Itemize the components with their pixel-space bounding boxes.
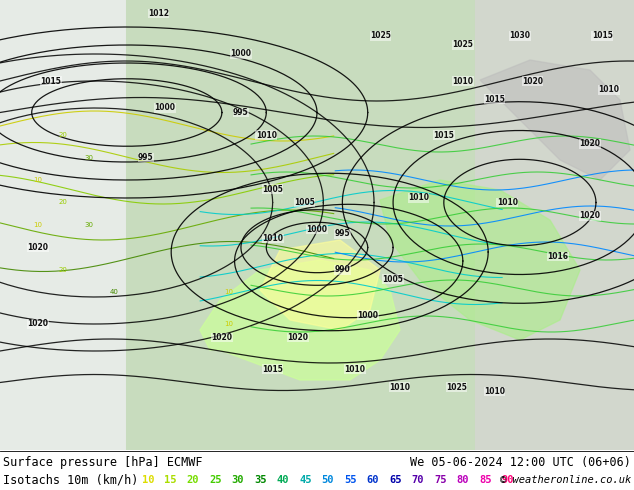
Text: 1020: 1020 (211, 333, 233, 342)
Text: 20: 20 (59, 132, 68, 138)
Text: 75: 75 (434, 475, 447, 485)
Polygon shape (380, 180, 580, 340)
Text: 990: 990 (335, 266, 350, 274)
Text: 1015: 1015 (592, 31, 612, 41)
Text: 80: 80 (456, 475, 469, 485)
Text: 995: 995 (233, 108, 249, 117)
Text: 30: 30 (232, 475, 244, 485)
Text: 20: 20 (187, 475, 199, 485)
Text: 30: 30 (84, 222, 93, 228)
Polygon shape (200, 260, 400, 380)
Text: 30: 30 (84, 154, 93, 161)
Text: 1010: 1010 (262, 234, 283, 243)
Text: 10: 10 (34, 177, 42, 183)
Text: 1010: 1010 (256, 130, 277, 140)
Text: 1000: 1000 (357, 311, 378, 319)
Text: 1025: 1025 (446, 383, 467, 392)
Text: 1010: 1010 (484, 387, 505, 396)
Text: 1016: 1016 (547, 252, 569, 261)
Text: 35: 35 (254, 475, 267, 485)
Text: 1020: 1020 (27, 319, 49, 328)
Text: 70: 70 (411, 475, 424, 485)
Text: 1000: 1000 (154, 103, 176, 113)
Text: 1015: 1015 (484, 95, 505, 103)
Text: Surface pressure [hPa] ECMWF: Surface pressure [hPa] ECMWF (3, 456, 202, 468)
Text: 1010: 1010 (598, 85, 619, 95)
Text: 20: 20 (59, 199, 68, 205)
Text: 1005: 1005 (294, 198, 314, 207)
Text: 1000: 1000 (230, 49, 252, 58)
Text: 45: 45 (299, 475, 312, 485)
Text: We 05-06-2024 12:00 UTC (06+06): We 05-06-2024 12:00 UTC (06+06) (410, 456, 631, 468)
Text: 1020: 1020 (287, 333, 309, 342)
Text: 40: 40 (277, 475, 289, 485)
Text: 1025: 1025 (370, 31, 391, 41)
Text: Isotachs 10m (km/h): Isotachs 10m (km/h) (3, 473, 138, 487)
Text: 995: 995 (335, 229, 350, 239)
Text: 1000: 1000 (306, 225, 328, 234)
Text: 1030: 1030 (509, 31, 531, 41)
Text: © weatheronline.co.uk: © weatheronline.co.uk (500, 475, 631, 485)
Text: 20: 20 (59, 267, 68, 273)
Text: 10: 10 (224, 321, 233, 327)
Text: 1020: 1020 (27, 243, 49, 252)
Text: 1010: 1010 (452, 76, 474, 85)
Text: 1015: 1015 (262, 365, 283, 373)
Text: 1020: 1020 (579, 212, 600, 220)
Text: 1020: 1020 (522, 76, 543, 85)
Text: 25: 25 (209, 475, 222, 485)
Text: 1005: 1005 (262, 185, 283, 194)
Text: 60: 60 (366, 475, 379, 485)
Text: 1025: 1025 (453, 41, 473, 49)
Text: 1015: 1015 (434, 130, 454, 140)
Text: 1010: 1010 (344, 365, 366, 373)
Text: 10: 10 (224, 290, 233, 295)
Text: 1015: 1015 (41, 76, 61, 85)
Text: 55: 55 (344, 475, 357, 485)
Polygon shape (260, 240, 380, 330)
Text: 10: 10 (142, 475, 154, 485)
Text: 90: 90 (501, 475, 514, 485)
Text: 40: 40 (110, 290, 119, 295)
Text: 1010: 1010 (408, 194, 429, 202)
Text: 995: 995 (138, 153, 153, 162)
Text: 10: 10 (34, 222, 42, 228)
Text: 1020: 1020 (579, 140, 600, 148)
Polygon shape (480, 60, 630, 180)
Text: 15: 15 (164, 475, 177, 485)
Text: 85: 85 (479, 475, 492, 485)
Text: 1005: 1005 (383, 274, 403, 284)
Text: 50: 50 (321, 475, 334, 485)
Text: 1012: 1012 (148, 9, 169, 18)
Text: 1010: 1010 (496, 198, 518, 207)
Text: 1010: 1010 (389, 383, 410, 392)
Text: 65: 65 (389, 475, 402, 485)
